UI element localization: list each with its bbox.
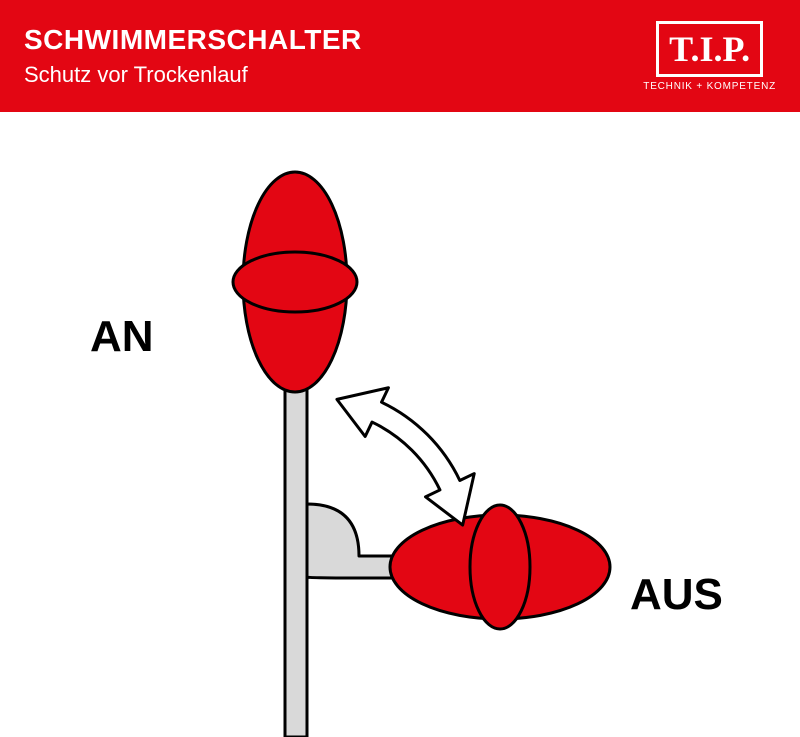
label-on: AN: [90, 312, 154, 362]
header-bar: SCHWIMMERSCHALTER Schutz vor Trockenlauf…: [0, 0, 800, 112]
logo-box: T.I.P.: [656, 21, 763, 77]
logo-letters: T.I.P.: [669, 28, 750, 70]
header-text-block: SCHWIMMERSCHALTER Schutz vor Trockenlauf: [24, 24, 362, 88]
header-subtitle: Schutz vor Trockenlauf: [24, 62, 362, 88]
header-title: SCHWIMMERSCHALTER: [24, 24, 362, 56]
float-switch-diagram: [0, 112, 800, 737]
diagram-area: AN AUS: [0, 112, 800, 737]
label-off: AUS: [630, 570, 723, 620]
logo-tagline: TECHNIK + KOMPETENZ: [643, 81, 776, 92]
brand-logo: T.I.P. TECHNIK + KOMPETENZ: [643, 21, 776, 92]
